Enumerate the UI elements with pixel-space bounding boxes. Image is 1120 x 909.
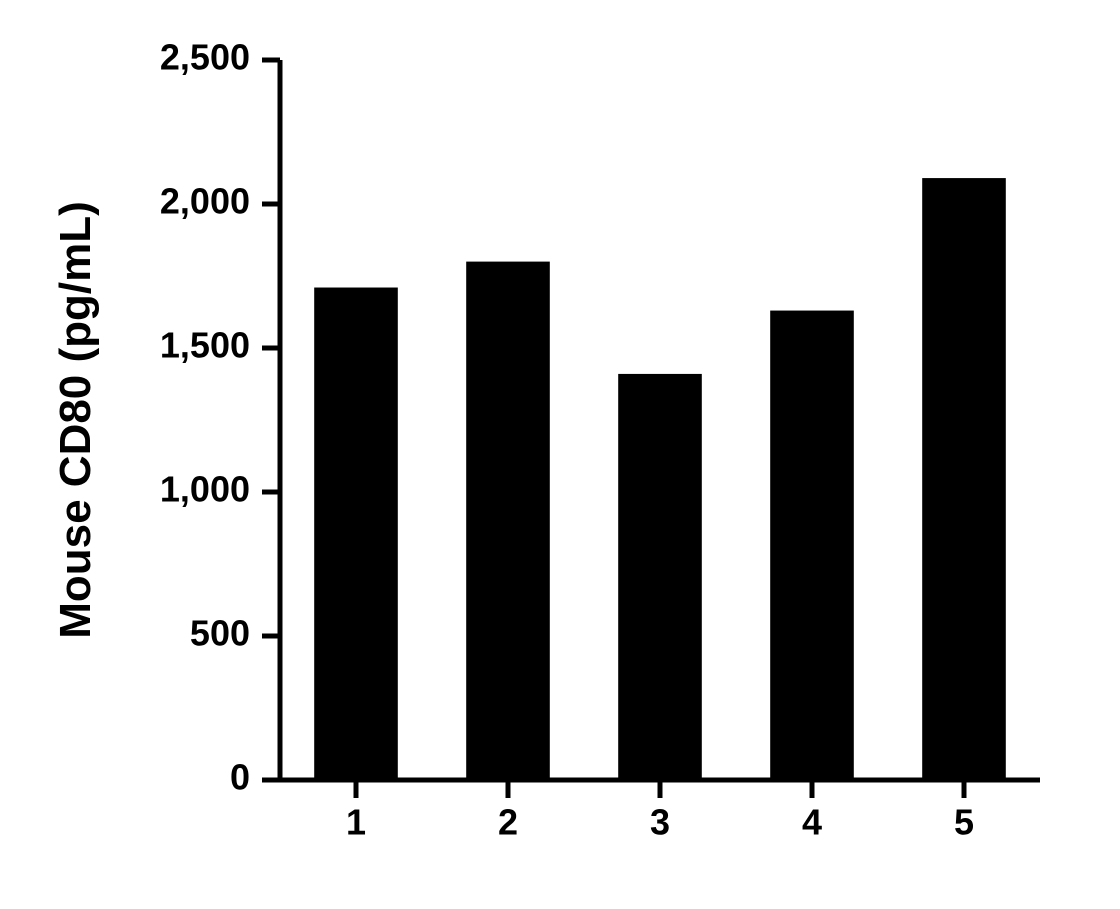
- chart-container: 0 500 1,000 1,500 2,000 2,500 1 2 3 4 5 Mouse CD80 …: [0, 0, 1120, 909]
- y-tick-label: 0: [230, 757, 250, 798]
- y-tick-label: 500: [190, 613, 250, 654]
- x-tick-label: 3: [650, 801, 670, 842]
- y-tick-label: 2,500: [160, 37, 250, 78]
- bar-1: [314, 288, 398, 780]
- y-tick-label: 1,500: [160, 325, 250, 366]
- bar-4: [770, 311, 854, 780]
- bar-2: [466, 262, 550, 780]
- bar-5: [922, 178, 1006, 780]
- x-tick-label: 1: [346, 801, 366, 842]
- bar-3: [618, 374, 702, 780]
- x-tick-label: 2: [498, 801, 518, 842]
- y-tick-label: 2,000: [160, 181, 250, 222]
- x-tick-label: 4: [802, 801, 822, 842]
- y-axis-label: Mouse CD80 (pg/mL): [51, 201, 100, 639]
- bar-chart: 0 500 1,000 1,500 2,000 2,500 1 2 3 4 5 Mouse CD80 …: [0, 0, 1120, 909]
- x-tick-label: 5: [954, 801, 974, 842]
- y-tick-label: 1,000: [160, 469, 250, 510]
